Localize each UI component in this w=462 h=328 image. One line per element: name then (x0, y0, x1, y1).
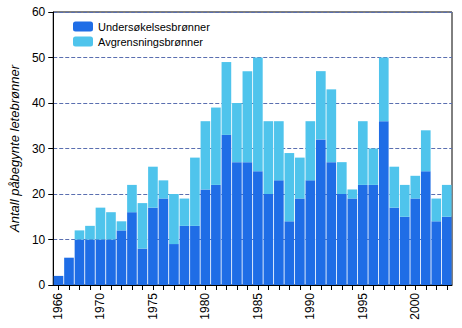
svg-text:50: 50 (32, 51, 46, 65)
svg-text:60: 60 (32, 5, 46, 19)
svg-text:1966: 1966 (51, 293, 65, 320)
svg-text:1970: 1970 (93, 293, 107, 320)
svg-text:0: 0 (39, 278, 46, 292)
svg-text:10: 10 (32, 233, 46, 247)
svg-text:Antall påbegynte letebrønner: Antall påbegynte letebrønner (7, 64, 22, 233)
svg-text:1975: 1975 (146, 293, 160, 320)
svg-text:1990: 1990 (303, 293, 317, 320)
svg-text:1980: 1980 (198, 293, 212, 320)
svg-text:40: 40 (32, 96, 46, 110)
svg-text:1995: 1995 (356, 293, 370, 320)
svg-text:1985: 1985 (251, 293, 265, 320)
svg-text:Avgrensningsbrønner: Avgrensningsbrønner (98, 36, 203, 48)
svg-text:20: 20 (32, 187, 46, 201)
svg-text:2000: 2000 (408, 293, 422, 320)
svg-text:Undersøkelsesbrønner: Undersøkelsesbrønner (98, 21, 210, 33)
svg-text:30: 30 (32, 142, 46, 156)
